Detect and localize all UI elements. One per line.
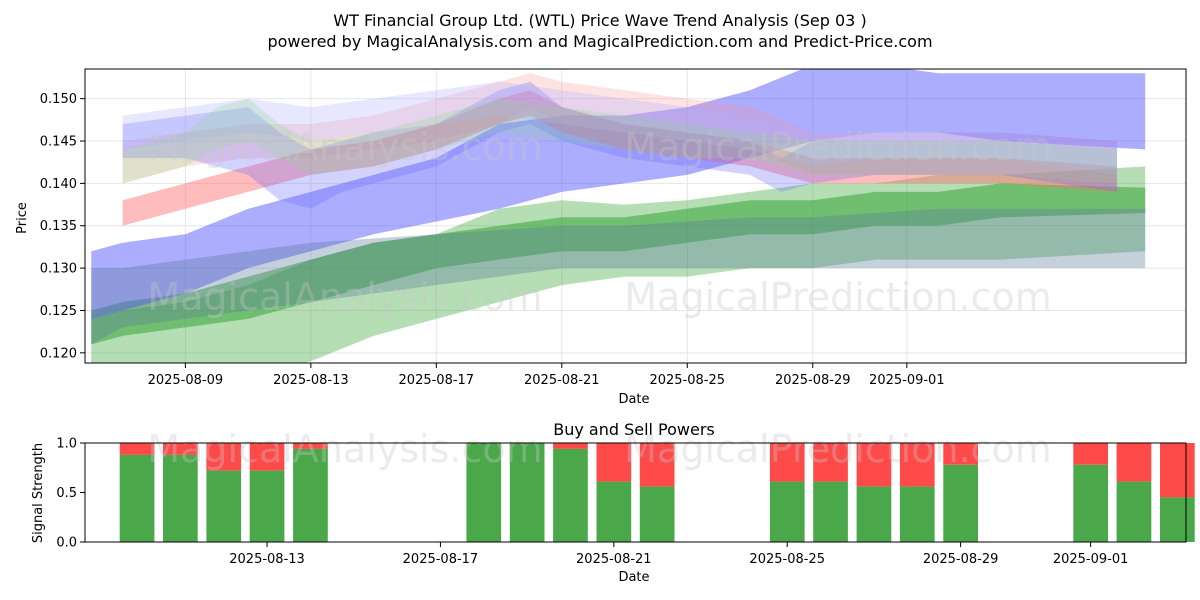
price-x-tick-label-5: 2025-08-29 [775,373,851,388]
signal-y-tick-label-2: 1.0 [56,437,77,452]
watermark-analysis-top: MagicalAnalysis.com [147,125,542,169]
price-bands [91,69,1146,363]
band-pale-green [122,98,1118,184]
buy-bar-7 [553,448,588,542]
sell-bar-0 [119,443,155,455]
sell-bar-13 [899,443,935,487]
buy-bar-13 [899,486,935,542]
price-x-tick-label-3: 2025-08-21 [524,373,600,388]
price-x-tick-label-4: 2025-08-25 [649,373,725,388]
price-x-label: Date [618,392,649,407]
band-blue-wide [91,69,1146,319]
band-lavender [122,81,1118,175]
price-y-tick-label-1: 0.125 [40,304,77,319]
buy-bar-12 [856,486,892,542]
buy-bar-14 [943,464,978,542]
price-x-tick-label-2: 2025-08-17 [399,373,475,388]
signal-x-tick-label-5: 2025-09-01 [1053,552,1129,567]
price-y-tick-label-0: 0.120 [40,346,77,361]
price-y-tick-label-2: 0.130 [40,262,77,277]
buy-bar-8 [596,481,632,542]
sell-bar-2 [206,443,242,471]
signal-x-tick-label-0: 2025-08-13 [229,552,305,567]
band-slate-band [91,208,1146,345]
sell-bar-15 [1073,443,1108,465]
sell-bar-9 [639,443,675,487]
price-y-ticks: 0.120 0.125 0.130 0.135 0.140 0.145 0.150 [40,92,85,361]
sell-bar-16 [1116,443,1152,482]
sell-bar-8 [596,443,632,482]
sell-bar-12 [856,443,892,487]
price-panel: MagicalAnalysis.com MagicalPrediction.co… [15,68,1187,407]
buy-bar-15 [1073,464,1108,542]
chart-title: WT Financial Group Ltd. (WTL) Price Wave… [333,11,866,30]
buy-bar-0 [119,454,155,542]
sell-bar-4 [293,443,328,449]
buy-bar-17 [1160,497,1195,542]
sell-bar-7 [553,443,588,449]
band-blue-mid [122,81,1118,209]
watermark-analysis-mid: MagicalAnalysis.com [147,275,542,319]
price-y-tick-label-6: 0.150 [40,92,77,107]
buy-bar-3 [249,470,285,542]
buy-bar-10 [769,481,805,542]
price-y-tick-label-5: 0.145 [40,135,77,150]
price-x-tick-label-0: 2025-08-09 [148,373,224,388]
buy-bar-6 [509,443,545,542]
signal-y-ticks: 0.0 0.5 1.0 [56,437,85,551]
watermark-analysis-bottom: MagicalAnalysis.com [147,427,542,471]
buy-bar-11 [813,481,848,542]
price-x-tick-label-1: 2025-08-13 [273,373,349,388]
buy-bar-2 [206,470,242,542]
sell-bar-14 [943,443,978,465]
signal-bars [119,443,1195,542]
buy-bar-4 [293,448,328,542]
price-x-tick-label-6: 2025-09-01 [869,373,945,388]
sell-bar-17 [1160,443,1195,498]
sell-bar-11 [813,443,848,482]
chart-subtitle: powered by MagicalAnalysis.com and Magic… [267,32,932,51]
band-red-low [122,90,1118,226]
buy-bar-9 [639,486,675,542]
band-green-core [91,183,1146,345]
signal-x-tick-label-4: 2025-08-29 [923,552,999,567]
signal-x-tick-label-2: 2025-08-21 [576,552,652,567]
signal-x-tick-label-1: 2025-08-17 [403,552,479,567]
buy-bar-5 [466,443,502,542]
price-plot-frame [84,68,1187,364]
buy-bar-1 [163,454,198,542]
watermark-prediction-top: MagicalPrediction.com [624,125,1052,169]
signal-title: Buy and Sell Powers [553,420,715,439]
price-y-tick-label-3: 0.135 [40,219,77,234]
signal-x-ticks: 2025-08-13 2025-08-17 2025-08-21 2025-08-25… [229,542,1128,567]
price-y-tick-label-4: 0.140 [40,177,77,192]
price-x-ticks: 2025-08-09 2025-08-13 2025-08-17 2025-08-21… [148,363,945,388]
sell-bar-1 [163,443,198,455]
signal-y-tick-label-1: 0.5 [56,486,77,501]
watermark-prediction-bottom: MagicalPrediction.com [624,427,1052,471]
band-red-high [122,73,1118,184]
signal-panel: Buy and Sell Powers MagicalAnalysis.com … [31,420,1195,585]
signal-x-label: Date [618,570,649,585]
watermark-prediction-mid: MagicalPrediction.com [624,275,1052,319]
signal-y-tick-label-0: 0.0 [56,536,77,551]
signal-x-tick-label-3: 2025-08-25 [749,552,825,567]
sell-bar-3 [249,443,285,471]
buy-bar-16 [1116,481,1152,542]
price-y-label: Price [15,202,30,234]
sell-bar-10 [769,443,805,482]
signal-y-label: Signal Strength [31,443,46,543]
